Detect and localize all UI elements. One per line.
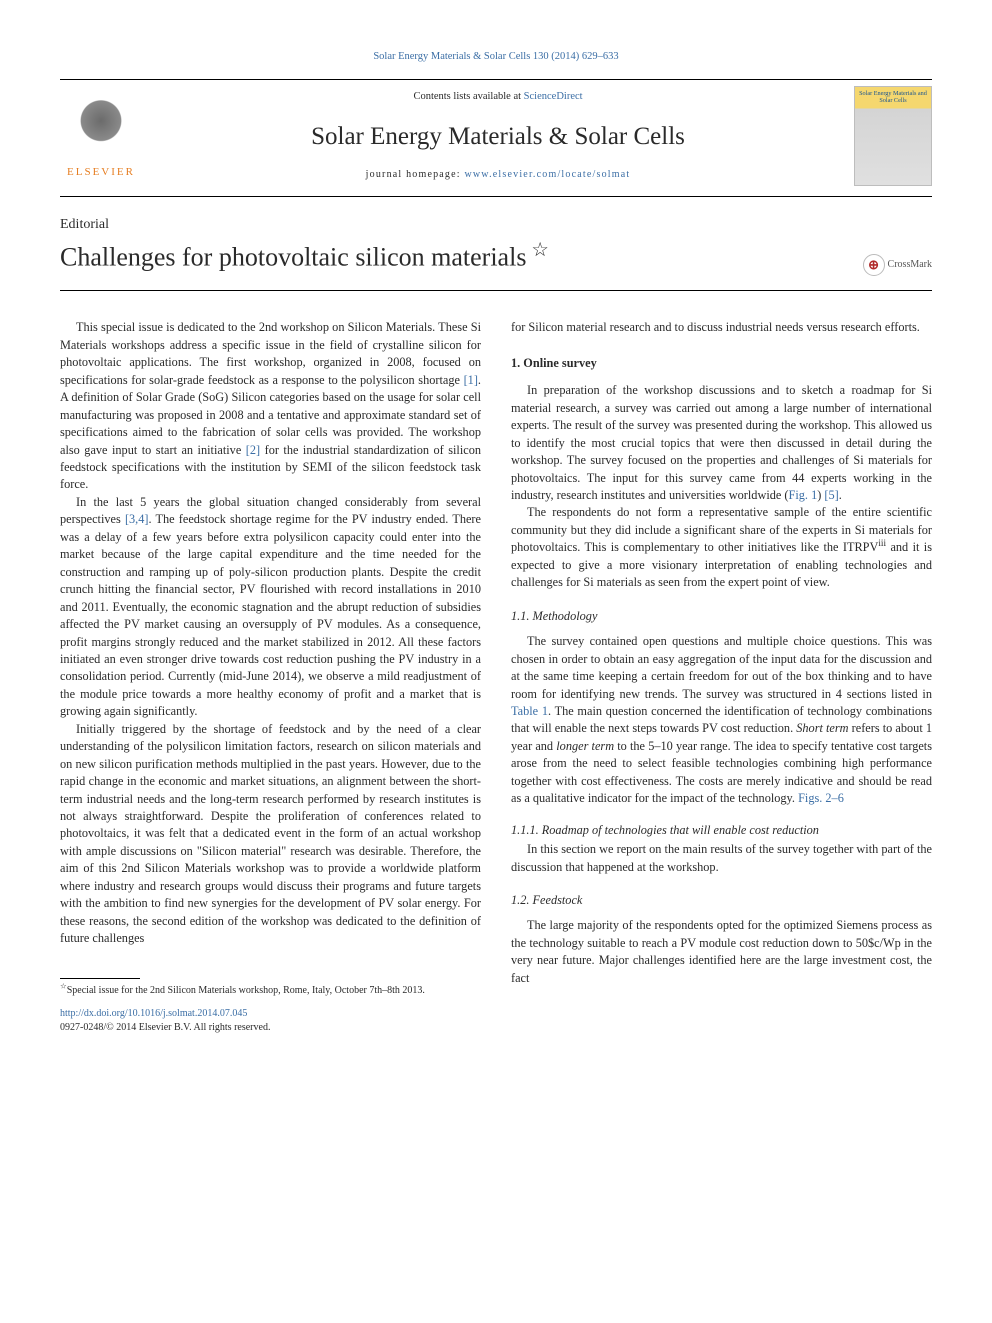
- ref-link-34[interactable]: [3,4]: [125, 512, 149, 526]
- doi-block: http://dx.doi.org/10.1016/j.solmat.2014.…: [60, 1007, 481, 1034]
- publisher-name: ELSEVIER: [67, 165, 135, 181]
- paragraph: Initially triggered by the shortage of f…: [60, 721, 481, 948]
- elsevier-logo: ELSEVIER: [60, 91, 142, 181]
- homepage-prefix: journal homepage:: [366, 169, 465, 180]
- section-heading-1-1-1: 1.1.1. Roadmap of technologies that will…: [511, 822, 932, 839]
- contents-prefix: Contents lists available at: [413, 91, 523, 102]
- sciencedirect-link[interactable]: ScienceDirect: [524, 91, 583, 102]
- paragraph: The large majority of the respondents op…: [511, 917, 932, 987]
- homepage-link[interactable]: www.elsevier.com/locate/solmat: [464, 169, 630, 180]
- crossmark-icon: ⊕: [863, 254, 885, 276]
- footnote-content: Special issue for the 2nd Silicon Materi…: [67, 985, 425, 996]
- paragraph: The respondents do not form a representa…: [511, 504, 932, 591]
- article-title: Challenges for photovoltaic silicon mate…: [60, 237, 549, 277]
- journal-name: Solar Energy Materials & Solar Cells: [142, 119, 854, 155]
- ref-link-2[interactable]: [2]: [246, 443, 260, 457]
- italic-term: longer term: [556, 739, 614, 753]
- copyright-line: 0927-0248/© 2014 Elsevier B.V. All right…: [60, 1022, 270, 1033]
- italic-term: Short term: [796, 721, 848, 735]
- article-body: This special issue is dedicated to the 2…: [60, 319, 932, 1034]
- doi-link[interactable]: http://dx.doi.org/10.1016/j.solmat.2014.…: [60, 1008, 247, 1019]
- running-citation: Solar Energy Materials & Solar Cells 130…: [60, 50, 932, 65]
- paragraph-continuation: for Silicon material research and to dis…: [511, 319, 932, 336]
- section-heading-1: 1. Online survey: [511, 355, 932, 372]
- footnote-region: ☆Special issue for the 2nd Silicon Mater…: [60, 978, 481, 1035]
- article-type-label: Editorial: [60, 215, 549, 235]
- paragraph: In preparation of the workshop discussio…: [511, 382, 932, 504]
- crossmark-badge[interactable]: ⊕ CrossMark: [863, 254, 932, 276]
- paragraph: The survey contained open questions and …: [511, 633, 932, 808]
- ref-link-1[interactable]: [1]: [464, 373, 478, 387]
- crossmark-label: CrossMark: [888, 258, 932, 272]
- fig-link-1[interactable]: Fig. 1: [789, 488, 818, 502]
- article-title-text: Challenges for photovoltaic silicon mate…: [60, 242, 526, 271]
- paragraph: In this section we report on the main re…: [511, 841, 932, 876]
- journal-cover-thumbnail: Solar Energy Materials and Solar Cells: [854, 86, 932, 186]
- body-text: . The feedstock shortage regime for the …: [60, 512, 481, 718]
- elsevier-tree-icon: [72, 99, 130, 161]
- body-text: This special issue is dedicated to the 2…: [60, 320, 481, 386]
- footnote-star-icon: ☆: [526, 240, 548, 261]
- paragraph: This special issue is dedicated to the 2…: [60, 319, 481, 494]
- table-link-1[interactable]: Table 1: [511, 704, 548, 718]
- ref-link-5[interactable]: [5]: [824, 488, 838, 502]
- body-text: The respondents do not form a representa…: [511, 505, 932, 589]
- journal-header: ELSEVIER Contents lists available at Sci…: [60, 79, 932, 197]
- body-text: The survey contained open questions and …: [511, 634, 932, 700]
- footnote-separator: [60, 978, 140, 979]
- section-heading-1-2: 1.2. Feedstock: [511, 892, 932, 909]
- body-text: .: [839, 488, 842, 502]
- footnote-text: ☆Special issue for the 2nd Silicon Mater…: [60, 984, 481, 998]
- title-block: Editorial Challenges for photovoltaic si…: [60, 201, 932, 291]
- paragraph: In the last 5 years the global situation…: [60, 494, 481, 721]
- homepage-line: journal homepage: www.elsevier.com/locat…: [142, 168, 854, 182]
- body-text: In preparation of the workshop discussio…: [511, 383, 932, 502]
- section-heading-1-1: 1.1. Methodology: [511, 608, 932, 625]
- figs-link-26[interactable]: Figs. 2–6: [798, 791, 844, 805]
- contents-line: Contents lists available at ScienceDirec…: [142, 90, 854, 105]
